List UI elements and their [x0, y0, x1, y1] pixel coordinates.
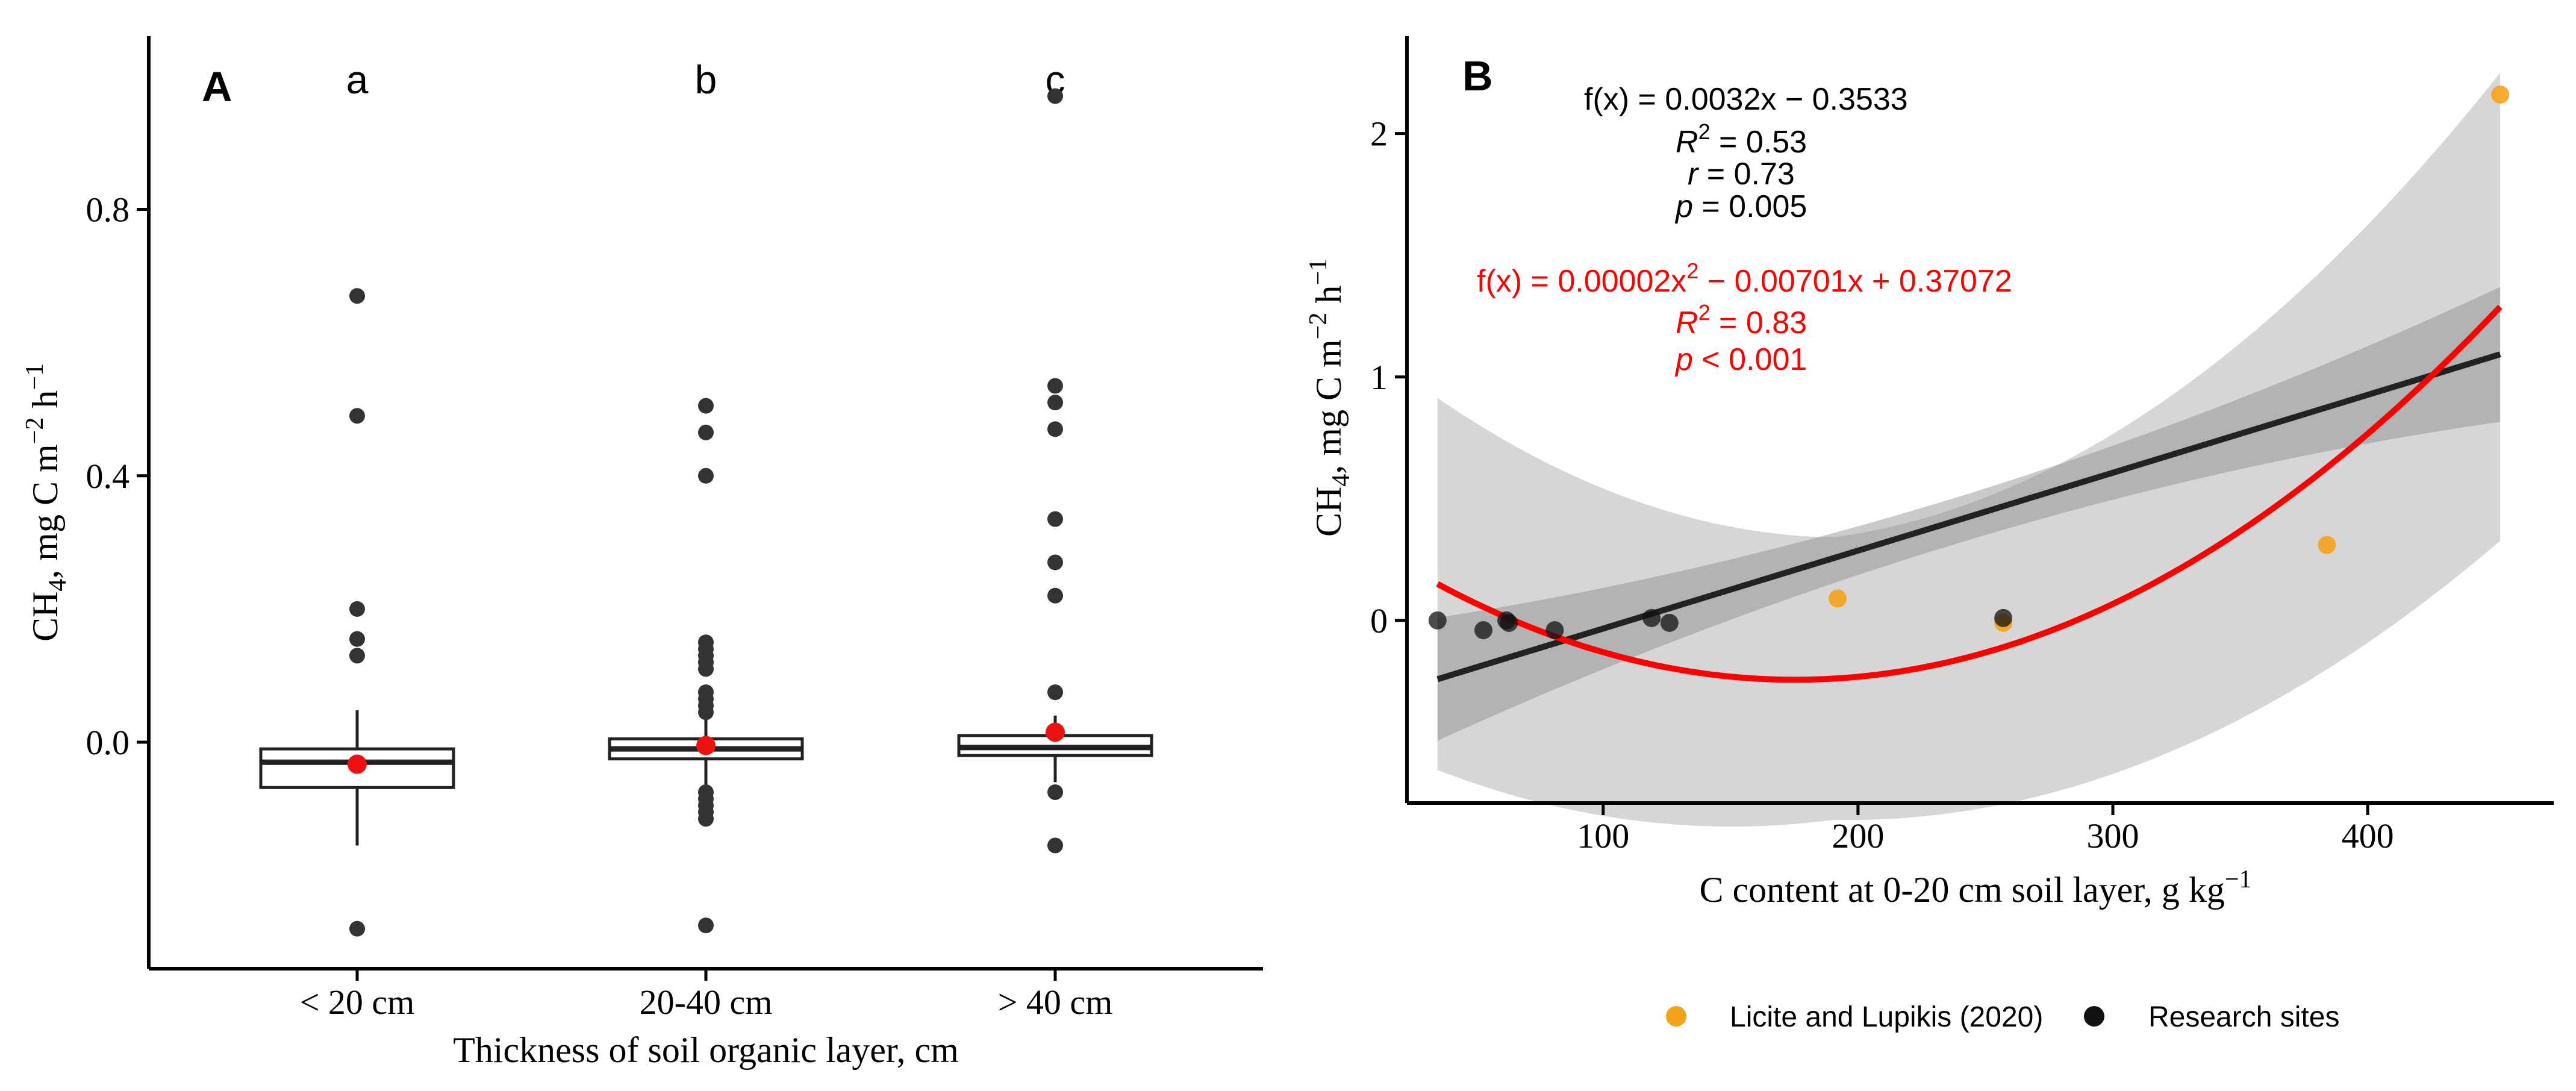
outlier-point — [1047, 554, 1063, 571]
panel-b-x-tick-label: 200 — [1832, 816, 1884, 855]
outlier-point — [698, 811, 714, 827]
significance-letter: a — [346, 57, 369, 102]
panel-b-y-axis-title: CH4, mg C m−2 h−1 — [1305, 258, 1355, 537]
linear-fit-annotation: f(x) = 0.0032x − 0.3533 R2 = 0.53 r = 0.… — [1584, 82, 1908, 224]
quadratic-fit-annotation: f(x) = 0.00002x2 − 0.00701x + 0.37072 R2… — [1477, 258, 2012, 377]
outlier-point — [349, 631, 365, 647]
data-point-research-site — [1994, 608, 2013, 627]
outlier-point — [1047, 88, 1063, 104]
outlier-point — [1047, 587, 1063, 604]
panel-b-y-tick-label: 2 — [1370, 114, 1388, 154]
panel-b-x-tick-label: 400 — [2342, 816, 2394, 855]
panel-a-y-tick-label: 0.4 — [86, 457, 130, 496]
significance-letter: b — [695, 57, 717, 102]
quadratic-fit-r2: R2 = 0.83 — [1676, 300, 1807, 340]
outlier-point — [1047, 684, 1063, 701]
data-point-licite — [2318, 536, 2336, 554]
outlier-point — [349, 601, 365, 617]
data-point-research-site — [1428, 611, 1447, 630]
quadratic-fit-equation: f(x) = 0.00002x2 − 0.00701x + 0.37072 — [1477, 258, 2012, 299]
mean-point — [348, 754, 367, 774]
linear-fit-line — [1436, 351, 2501, 683]
panel-a-y-tick-label: 0.8 — [86, 190, 130, 229]
mean-point — [696, 736, 716, 755]
outlier-point — [698, 918, 714, 934]
data-point-licite — [1829, 589, 1847, 608]
legend-label-licite: Licite and Lupikis (2020) — [1730, 1001, 2043, 1033]
quadratic-fit-curve — [1436, 304, 2503, 683]
outlier-point — [698, 398, 714, 414]
data-point-research-site — [1642, 608, 1661, 627]
linear-fit-r2: R2 = 0.53 — [1676, 119, 1807, 160]
outlier-point — [698, 424, 714, 440]
panel-a-y-axis-title: CH4, mg C m−2 h−1 — [21, 363, 72, 642]
linear-fit-r: r = 0.73 — [1688, 157, 1795, 192]
legend: Licite and Lupikis (2020) Research sites — [1666, 1001, 2339, 1033]
data-point-licite — [2491, 85, 2510, 104]
linear-fit-p: p = 0.005 — [1674, 189, 1807, 224]
outlier-point — [349, 408, 365, 424]
linear-fit-equation: f(x) = 0.0032x − 0.3533 — [1584, 82, 1908, 117]
outlier-point — [1047, 378, 1063, 394]
panel-b-x-tick-label: 300 — [2087, 816, 2139, 855]
outlier-point — [1047, 421, 1063, 437]
outlier-point — [1047, 784, 1063, 800]
panel-b-y-tick-label: 0 — [1370, 601, 1388, 640]
legend-swatch-licite — [1666, 1006, 1686, 1027]
outlier-point — [1047, 511, 1063, 527]
outlier-point — [698, 704, 714, 721]
legend-label-research: Research sites — [2148, 1001, 2339, 1033]
panel-a-y-tick-label: 0.0 — [86, 723, 130, 762]
outlier-point — [698, 661, 714, 677]
data-point-research-site — [1545, 621, 1564, 640]
data-point-research-site — [1500, 613, 1518, 632]
panel-b-x-axis-title: C content at 0-20 cm soil layer, g kg−1 — [1699, 866, 2251, 910]
outlier-point — [1047, 837, 1063, 854]
quadratic-fit-confidence-band — [1437, 72, 2501, 827]
panel-b: B 100 200 300 400 0 1 2 C content at 0-20 cm s… — [1305, 36, 2554, 1033]
panel-a-x-axis-title: Thickness of soil organic layer, cm — [453, 1030, 959, 1070]
outlier-point — [349, 648, 365, 664]
outlier-point — [698, 467, 714, 484]
legend-swatch-research — [2084, 1006, 2104, 1027]
data-point-research-site — [1474, 621, 1492, 640]
panel-a-x-tick-label: > 40 cm — [998, 983, 1113, 1022]
panel-a-x-tick-label: 20-40 cm — [640, 983, 773, 1022]
outlier-point — [1047, 395, 1063, 411]
mean-point — [1046, 722, 1065, 742]
quadratic-fit-p: p < 0.001 — [1674, 342, 1807, 377]
panel-b-x-tick-label: 100 — [1577, 816, 1629, 855]
panel-a-label: A — [202, 63, 232, 110]
outlier-point — [349, 921, 365, 937]
panel-a-x-tick-label: < 20 cm — [300, 983, 415, 1022]
panel-b-label: B — [1462, 52, 1493, 99]
outlier-point — [349, 288, 365, 304]
data-point-research-site — [1660, 613, 1679, 632]
panel-b-y-tick-label: 1 — [1370, 358, 1388, 397]
